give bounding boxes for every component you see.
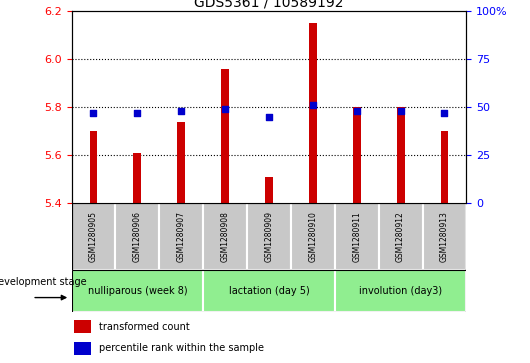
Text: GSM1280913: GSM1280913 [440,211,449,262]
Point [440,110,449,116]
Bar [353,107,361,203]
Text: development stage: development stage [0,277,87,287]
Bar [160,203,203,270]
Text: nulliparous (week 8): nulliparous (week 8) [87,286,187,296]
Bar [74,320,91,333]
Text: percentile rank within the sample: percentile rank within the sample [99,343,264,354]
Bar [335,270,466,312]
Bar [422,203,466,270]
Bar [309,23,317,203]
Bar [72,203,116,270]
Bar [265,177,273,203]
Bar [396,107,404,203]
Text: GSM1280907: GSM1280907 [176,211,186,262]
Bar [291,203,335,270]
Bar [335,203,378,270]
Bar [378,203,422,270]
Bar [74,342,91,355]
Bar [203,270,335,312]
Point [264,114,273,120]
Point [352,108,361,114]
Bar [134,153,142,203]
Text: GSM1280909: GSM1280909 [264,211,273,262]
Text: transformed count: transformed count [99,322,190,332]
Text: involution (day3): involution (day3) [359,286,442,296]
Bar [221,69,229,203]
Text: GSM1280911: GSM1280911 [352,212,361,262]
Point [221,106,229,112]
Text: GSM1280910: GSM1280910 [308,211,317,262]
Point [308,102,317,108]
Title: GDS5361 / 10589192: GDS5361 / 10589192 [194,0,344,10]
Bar [247,203,291,270]
Point [89,110,98,116]
Text: GSM1280905: GSM1280905 [89,211,98,262]
Bar [203,203,247,270]
Text: lactation (day 5): lactation (day 5) [228,286,310,296]
Bar [440,131,448,203]
Point [396,108,405,114]
Point [177,108,186,114]
Bar [72,270,203,312]
Text: GSM1280906: GSM1280906 [133,211,142,262]
Bar [72,270,466,312]
Bar [116,203,160,270]
Bar [90,131,98,203]
Text: GSM1280912: GSM1280912 [396,212,405,262]
Bar [72,203,466,270]
Bar [72,203,466,270]
Bar [177,122,185,203]
Text: GSM1280908: GSM1280908 [220,211,229,262]
Point [133,110,142,116]
